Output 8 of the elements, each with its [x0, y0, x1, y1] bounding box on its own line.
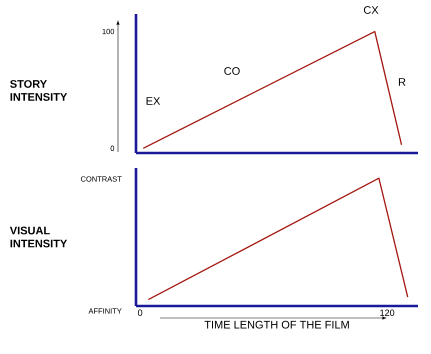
x-tick-label: 120 — [380, 310, 394, 316]
y-axis-title: VISUAL INTENSITY — [10, 226, 68, 248]
x-axis-title: TIME LENGTH OF THE FILM — [204, 320, 349, 329]
annotation: CO — [224, 67, 240, 75]
annotation: EX — [146, 97, 160, 105]
y-axis-title: STORY INTENSITY — [10, 80, 68, 101]
text: CX — [364, 6, 378, 14]
annotation: R — [398, 78, 406, 86]
